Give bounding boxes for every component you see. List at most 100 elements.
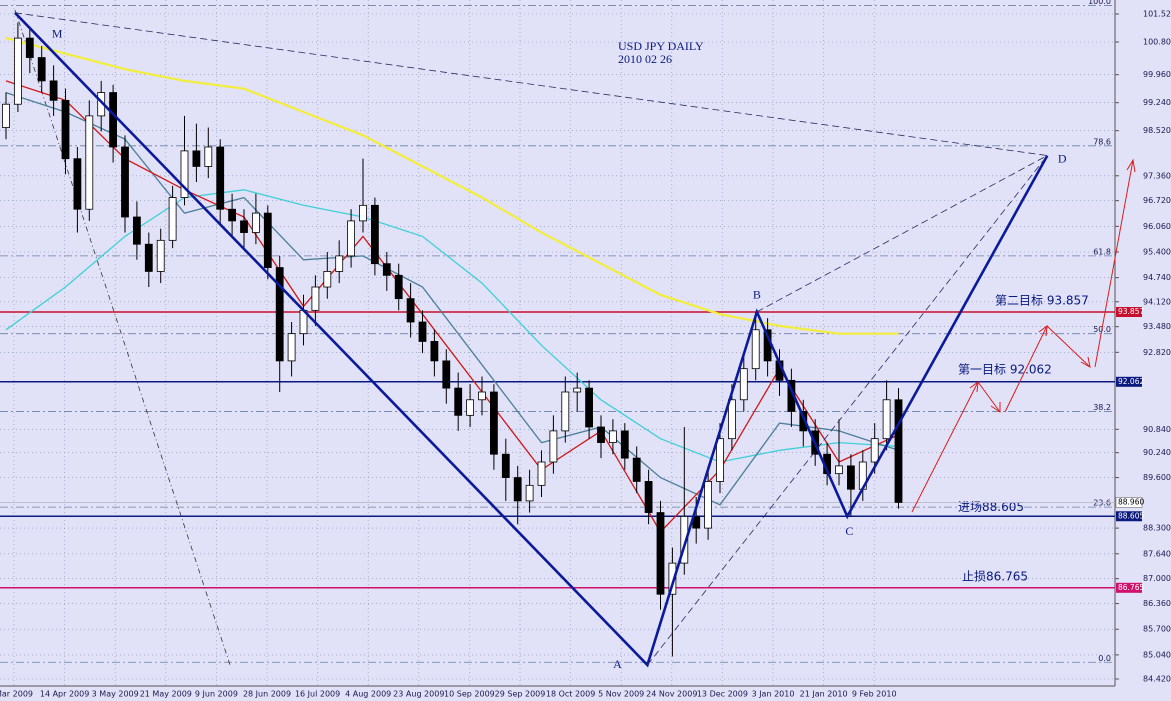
candle-body (382, 263, 391, 276)
candle-body (73, 158, 82, 210)
candle-body (251, 212, 260, 233)
y-tick-label: 88.300 (1143, 524, 1171, 533)
candle-body (370, 204, 379, 265)
candle-body (489, 391, 498, 455)
candle-body (573, 387, 582, 393)
candle-body (466, 399, 475, 416)
candle-body (85, 115, 94, 210)
candle-body (739, 368, 748, 401)
candle-body (311, 286, 320, 311)
candle-body (894, 399, 903, 503)
x-tick-label: 23 Aug 2009 (393, 690, 444, 699)
moving-average (5, 189, 899, 463)
harmonic-pattern: M A B C D (14, 11, 1067, 671)
candle-body (597, 426, 605, 443)
candle-body (632, 457, 641, 482)
candle-body (37, 57, 46, 82)
price-box-label: 88.960 (1118, 497, 1144, 506)
projection-arrow (1094, 159, 1134, 368)
chart-title: USD JPY DAILY (618, 39, 704, 53)
candle-body (525, 484, 534, 502)
x-tick-label: 9 Feb 2010 (852, 690, 897, 699)
candle-body (656, 512, 665, 595)
fib-label: 0.0 (1098, 654, 1111, 663)
y-tick-label: 89.600 (1143, 473, 1171, 482)
candle-body (132, 216, 141, 245)
pattern-point-label: A (613, 657, 622, 671)
y-tick-label: 86.360 (1143, 599, 1171, 608)
y-tick-label: 94.740 (1143, 273, 1171, 282)
candle-body (728, 399, 736, 440)
y-tick-label: 84.420 (1143, 675, 1171, 684)
fib-label: 23.6 (1093, 499, 1111, 508)
candle-body (394, 274, 403, 300)
fib-label: 78.6 (1093, 137, 1111, 146)
candle-body (347, 220, 356, 257)
candle-body (620, 430, 629, 459)
arrow-head (1126, 158, 1136, 173)
candle-body (287, 333, 296, 362)
x-tick-label: 28 Jun 2009 (243, 690, 291, 699)
y-tick-label: 96.720 (1143, 196, 1171, 205)
x-tick-label: 24 Nov 2009 (646, 690, 697, 699)
candle-body (144, 243, 153, 272)
y-tick-label: 99.240 (1143, 98, 1171, 107)
candle-body (61, 99, 70, 160)
y-tick-label: 95.400 (1143, 248, 1171, 257)
fib-label: 100.0 (1088, 0, 1111, 6)
y-tick-label: 87.000 (1143, 574, 1171, 583)
arrow-head (990, 402, 1001, 413)
candle-body (882, 399, 891, 440)
x-tick-label: 4 Aug 2009 (345, 690, 391, 699)
candle-body (25, 37, 34, 58)
pattern-point-label: C (845, 524, 853, 538)
pattern-dashed-line (647, 155, 1048, 666)
candle-body (454, 387, 463, 416)
candle-body (156, 239, 165, 272)
y-tick-label: 87.640 (1143, 549, 1171, 558)
candle-body (716, 438, 724, 482)
projection-arrow (1004, 325, 1048, 413)
candle-body (751, 329, 760, 370)
price-box-label: 92.062 (1118, 377, 1144, 386)
x-tick-label: 21 Jan 2010 (800, 690, 848, 699)
candle-body (561, 391, 570, 432)
candle-body (49, 80, 58, 101)
candle-body (359, 204, 367, 222)
x-tick-label: 3 May 2009 (92, 690, 139, 699)
price-box-label: 88.605 (1118, 511, 1144, 520)
price-box (1116, 582, 1142, 593)
candle-body (418, 321, 427, 342)
candle-body (216, 146, 225, 210)
x-tick-label: 14 Apr 2009 (40, 690, 89, 699)
candles (2, 22, 903, 657)
candle-body (121, 146, 129, 218)
candle-body (204, 146, 213, 167)
candle-body (478, 391, 486, 401)
x-tick-label: 10 Sep 2009 (444, 690, 495, 699)
candle-body (406, 298, 415, 323)
level-label: 第二目标 93.857 (995, 294, 1089, 308)
projection-arrow (1046, 325, 1091, 368)
candle-body (537, 461, 546, 486)
y-tick-label: 99.960 (1143, 70, 1171, 79)
y-tick-label: 90.240 (1143, 448, 1171, 457)
candle-body (168, 197, 177, 241)
y-tick-label: 97.360 (1143, 171, 1171, 180)
candle-body (704, 481, 712, 529)
fib-label: 61.8 (1093, 247, 1111, 256)
x-tick-label: 29 Sep 2009 (495, 690, 546, 699)
candle-body (275, 267, 284, 362)
y-tick-label: 85.700 (1143, 625, 1171, 634)
levels: 第二目标 93.857 93.857 第一目标 92.062 92.062 进场88.6… (0, 294, 1144, 593)
y-tick-label: 100.800 (1143, 38, 1171, 47)
pattern-point-label: D (1058, 151, 1067, 165)
chart-subtitle: 2010 02 26 (618, 52, 672, 66)
y-tick-label: 85.040 (1143, 650, 1171, 659)
candle-body (335, 255, 344, 272)
y-tick-label: 94.120 (1143, 297, 1171, 306)
level-label: 第一目标 92.062 (958, 362, 1052, 376)
fib-label: 38.2 (1093, 403, 1111, 412)
